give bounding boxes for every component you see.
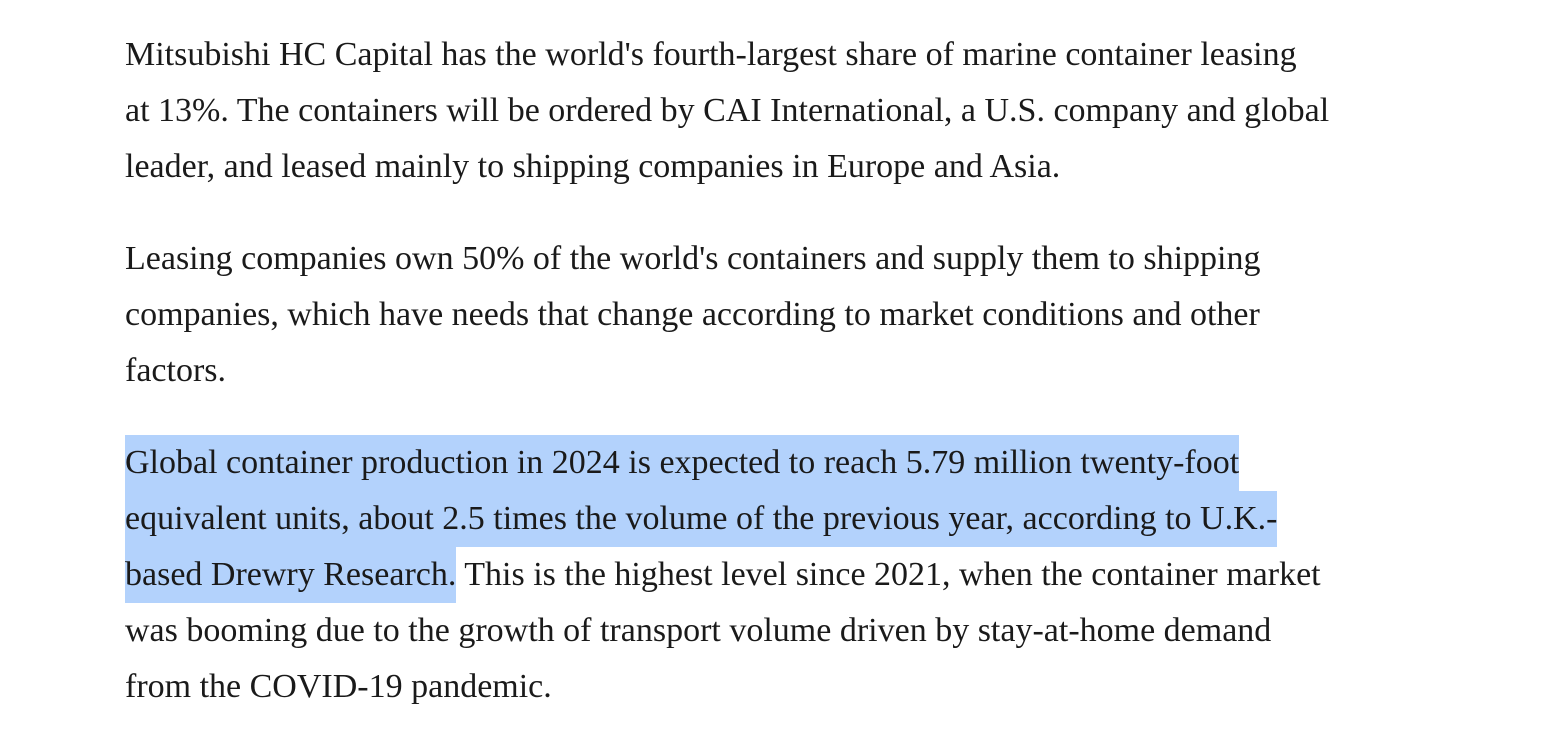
text-line: factors. — [125, 352, 227, 389]
article-body: Mitsubishi HC Capital has the world's fo… — [125, 27, 1525, 751]
text-line[interactable]: equivalent units, about 2.5 times the vo… — [125, 491, 1525, 547]
text-line[interactable]: was booming due to the growth of transpo… — [125, 612, 1272, 649]
text-line: companies, which have needs that change … — [125, 296, 1260, 333]
article-paragraph-selected[interactable]: Global container production in 2024 is e… — [125, 435, 1525, 715]
selected-text[interactable]: based Drewry Research. — [125, 547, 457, 603]
text-line[interactable]: Global container production in 2024 is e… — [125, 435, 1525, 491]
unselected-text[interactable]: This is the highest level since 2021, wh… — [456, 556, 1321, 593]
text-line: Leasing companies own 50% of the world's… — [125, 240, 1261, 277]
article-paragraph: Leasing companies own 50% of the world's… — [125, 231, 1525, 399]
text-line: Mitsubishi HC Capital has the world's fo… — [125, 36, 1297, 73]
selected-text[interactable]: equivalent units, about 2.5 times the vo… — [125, 491, 1278, 547]
text-line: leader, and leased mainly to shipping co… — [125, 148, 1061, 185]
selected-text[interactable]: Global container production in 2024 is e… — [125, 435, 1240, 491]
text-line[interactable]: based Drewry Research. This is the highe… — [125, 547, 1525, 603]
article-paragraph: Mitsubishi HC Capital has the world's fo… — [125, 27, 1525, 195]
text-line[interactable]: from the COVID-19 pandemic. — [125, 668, 552, 705]
text-line: at 13%. The containers will be ordered b… — [125, 92, 1330, 129]
